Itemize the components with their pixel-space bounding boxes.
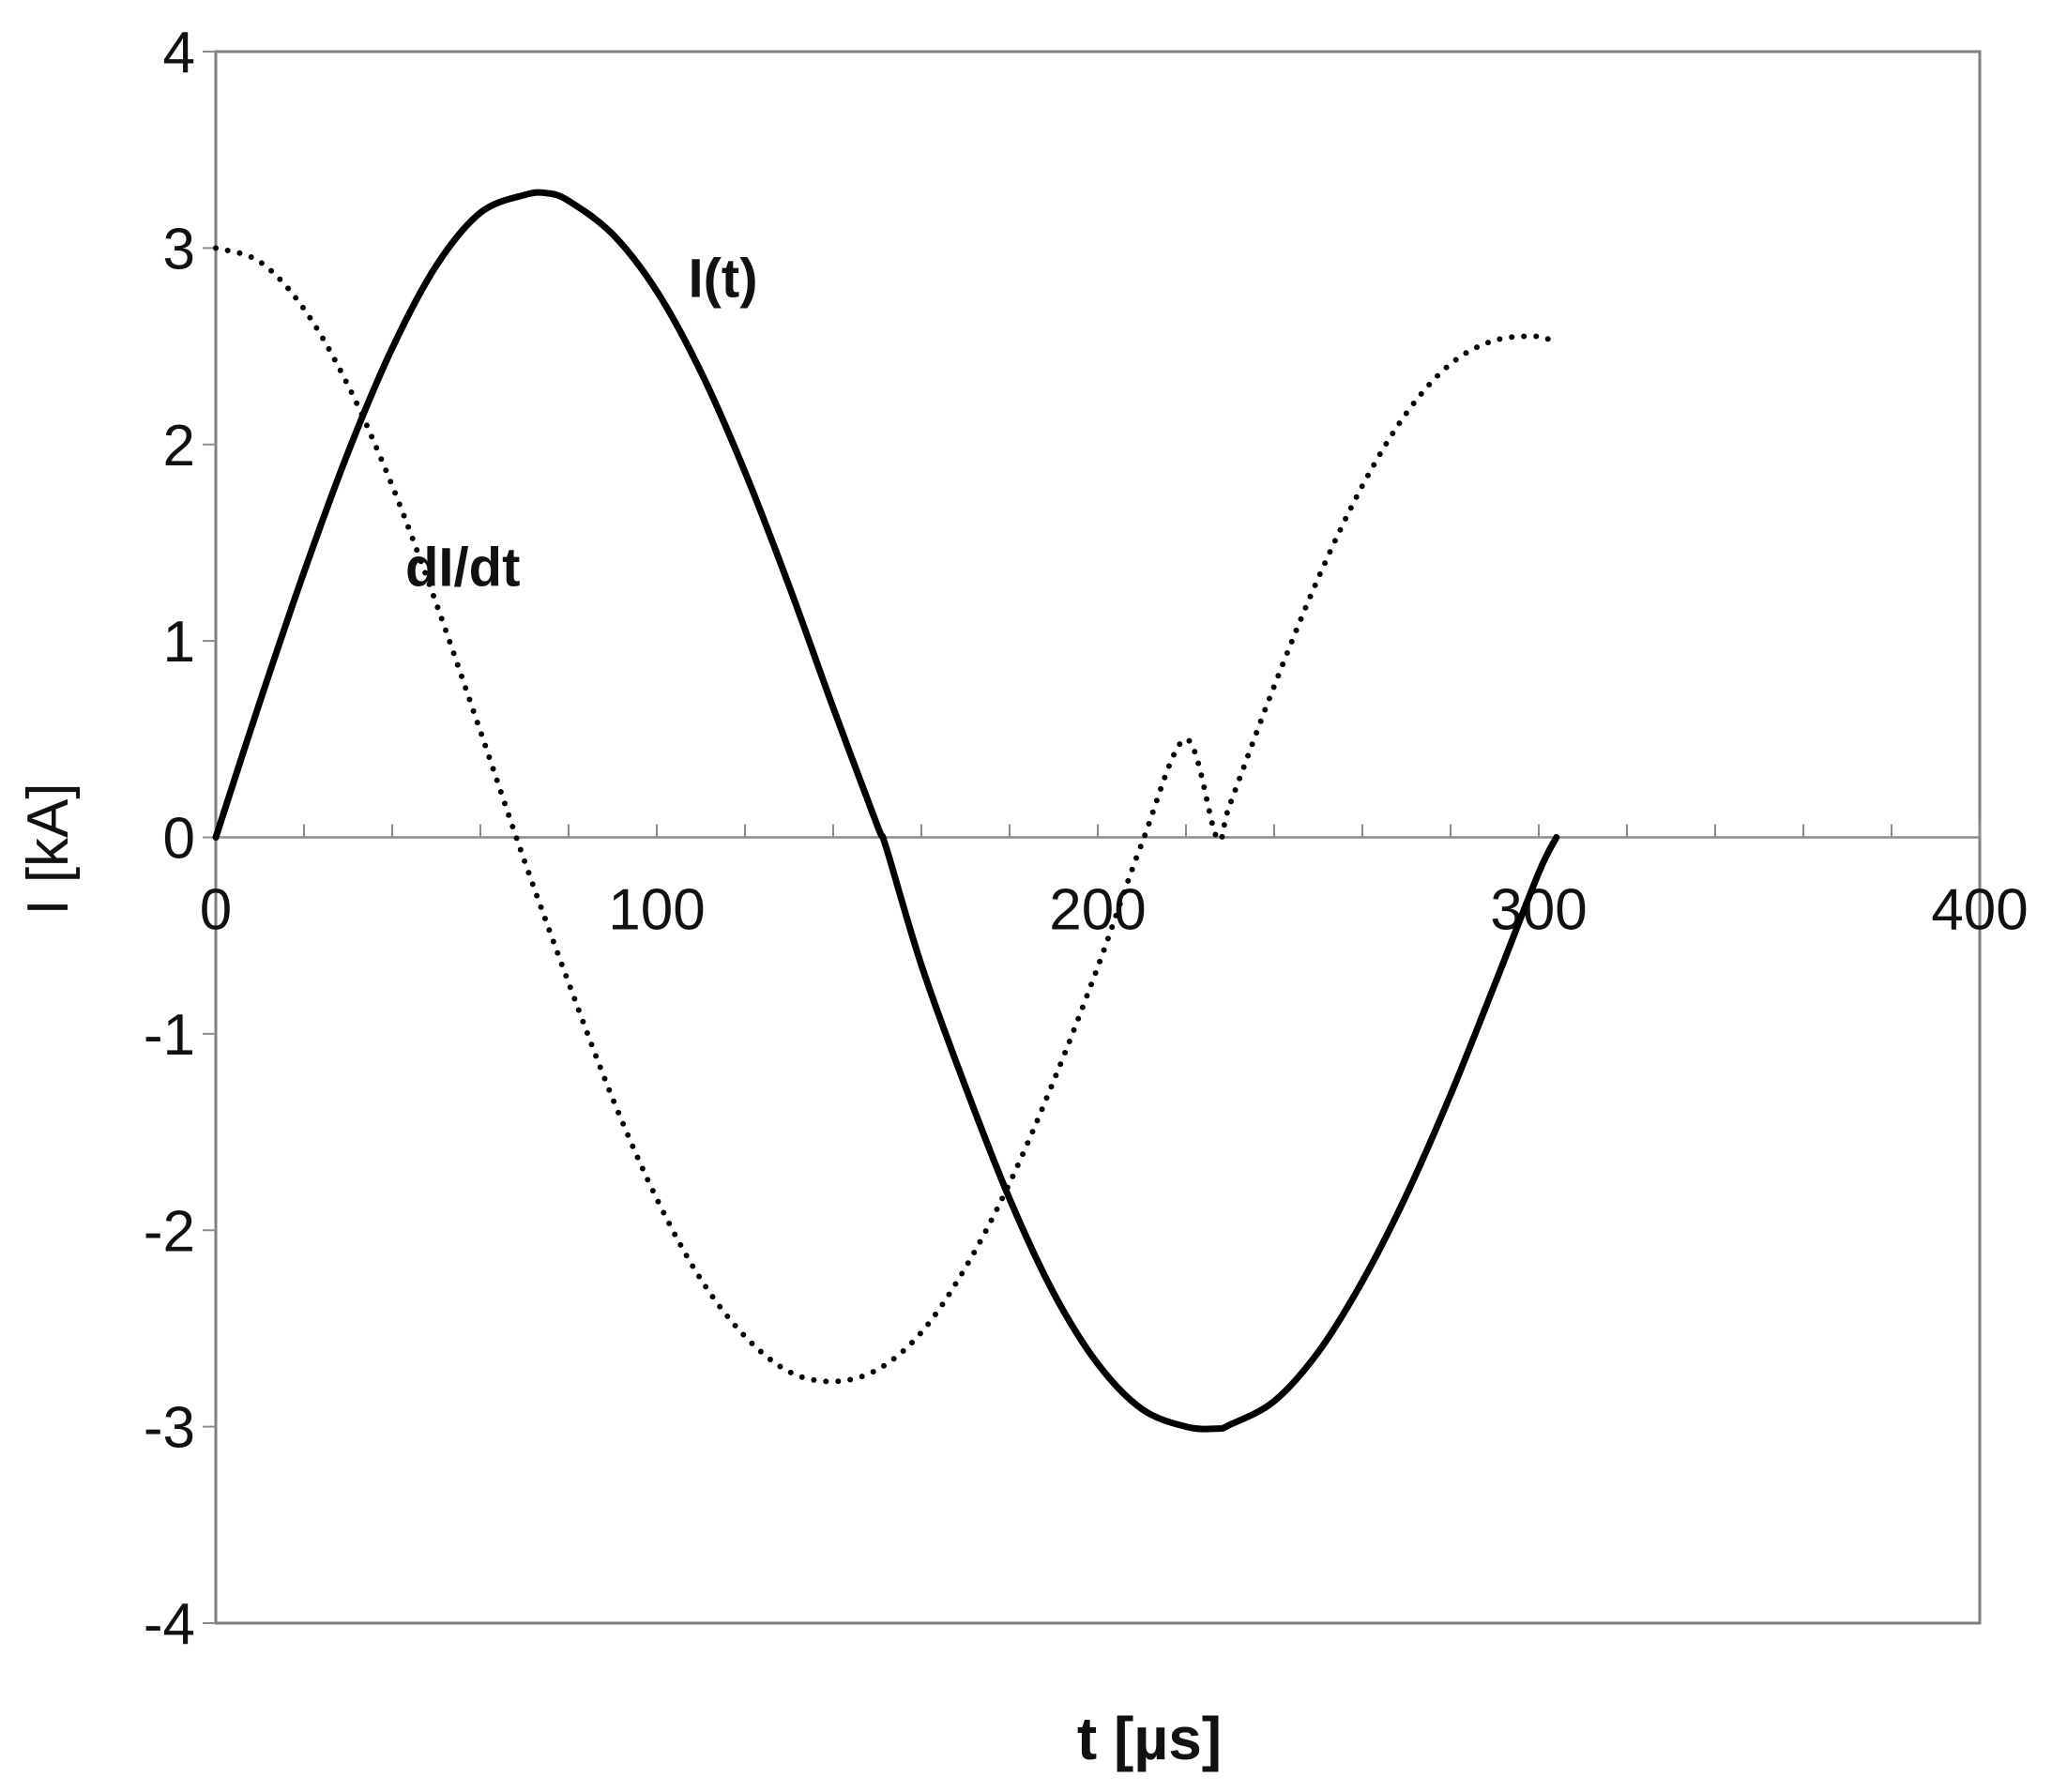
y-tick-label: 1 — [163, 610, 195, 675]
series-line-i-t — [212, 189, 1560, 1433]
y-tick-label: 4 — [163, 21, 195, 85]
y-axis-title: I [kA] — [16, 782, 81, 915]
y-tick-label: -2 — [144, 1199, 195, 1264]
series-annotation-i-t: I(t) — [688, 249, 757, 310]
y-tick-label: 2 — [163, 414, 195, 478]
x-tick-label: 400 — [1931, 878, 2028, 943]
y-tick-label: -4 — [144, 1592, 195, 1657]
y-tick-label: -1 — [144, 1003, 195, 1068]
x-tick-label: 100 — [608, 878, 705, 943]
x-tick-label: 300 — [1490, 878, 1587, 943]
y-tick-label: 3 — [163, 217, 195, 281]
x-tick-label: 200 — [1049, 878, 1146, 943]
y-tick-label: 0 — [163, 807, 195, 872]
series-line-di-dt — [213, 245, 1556, 1385]
labels-layer: I(t) dI/dt — [405, 249, 758, 599]
x-axis-title: t [µs] — [1077, 1705, 1222, 1772]
series-layer — [212, 189, 1560, 1433]
y-tick-label: -3 — [144, 1396, 195, 1461]
series-annotation-di-dt: dI/dt — [405, 538, 520, 599]
x-tick-label: 0 — [200, 878, 232, 943]
